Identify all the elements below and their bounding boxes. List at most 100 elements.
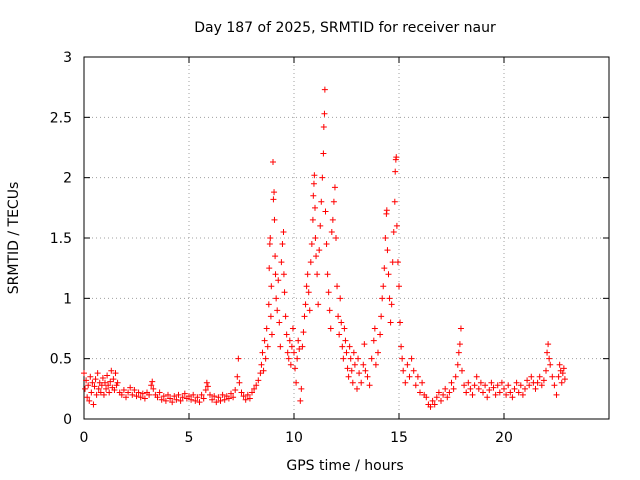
data-point: [273, 295, 280, 302]
data-point: [303, 283, 310, 290]
data-point: [84, 394, 91, 401]
data-point: [503, 391, 510, 398]
data-point: [280, 228, 287, 235]
data-point: [181, 390, 188, 397]
data-point: [118, 391, 125, 398]
y-tick-label: 0.5: [50, 352, 72, 368]
x-axis-label: GPS time / hours: [286, 458, 403, 474]
data-point: [375, 349, 381, 356]
data-point: [304, 271, 311, 278]
data-point: [306, 307, 313, 314]
data-point: [467, 385, 474, 392]
data-point: [528, 373, 535, 380]
data-point: [125, 389, 132, 396]
data-point: [325, 289, 332, 296]
data-point: [307, 259, 314, 266]
data-point: [320, 150, 327, 157]
data-point: [251, 385, 258, 392]
data-point: [188, 396, 195, 403]
data-points: [81, 86, 568, 410]
data-point: [488, 379, 495, 386]
data-point: [286, 337, 293, 344]
data-point: [98, 382, 105, 389]
data-point: [175, 391, 182, 398]
data-point: [419, 379, 426, 386]
data-point: [349, 379, 356, 386]
data-point: [93, 391, 100, 398]
data-point: [388, 301, 395, 308]
data-point: [148, 382, 155, 389]
data-point: [298, 385, 305, 392]
y-tick-label: 2.5: [50, 110, 72, 126]
data-point: [386, 295, 393, 302]
data-point: [329, 216, 336, 223]
data-point: [271, 216, 278, 223]
y-tick-label: 1.5: [50, 231, 72, 247]
data-point: [267, 313, 274, 320]
data-point: [95, 385, 102, 392]
data-point: [92, 376, 99, 383]
data-point: [339, 343, 346, 350]
data-point: [207, 391, 213, 398]
data-point: [108, 367, 115, 374]
data-point: [106, 389, 113, 396]
data-point: [275, 277, 282, 284]
data-point: [165, 391, 171, 398]
data-point: [480, 389, 486, 396]
data-point: [551, 382, 558, 389]
data-point: [343, 349, 350, 356]
data-point: [264, 343, 271, 350]
data-point: [350, 349, 357, 356]
data-point: [496, 389, 503, 396]
data-point: [186, 393, 192, 400]
data-point: [455, 349, 462, 356]
data-point: [517, 382, 524, 389]
data-point: [348, 367, 355, 374]
data-point: [190, 391, 197, 398]
data-point: [213, 399, 220, 406]
data-point: [146, 391, 153, 398]
data-point: [246, 395, 253, 402]
data-point: [452, 373, 459, 380]
data-point: [336, 331, 343, 338]
data-point: [511, 385, 518, 392]
data-point: [484, 394, 491, 401]
data-point: [194, 394, 201, 401]
data-point: [242, 396, 249, 403]
data-point: [276, 319, 283, 326]
data-point: [198, 391, 205, 398]
data-point: [87, 373, 94, 380]
data-point: [295, 337, 302, 344]
data-point: [107, 378, 114, 385]
data-point: [408, 355, 415, 362]
data-point: [272, 271, 279, 278]
x-tick-label: 20: [495, 430, 513, 446]
data-point: [289, 325, 296, 332]
data-point: [112, 370, 119, 377]
data-point: [274, 307, 281, 314]
data-point: [414, 373, 421, 380]
data-point: [268, 283, 275, 290]
data-point: [459, 367, 465, 374]
data-point: [354, 385, 360, 392]
data-point: [316, 247, 323, 254]
data-point: [429, 397, 436, 404]
data-point: [501, 385, 507, 392]
data-point: [319, 174, 326, 181]
data-point: [536, 373, 543, 380]
data-point: [311, 172, 318, 179]
data-point: [162, 397, 169, 404]
data-point: [331, 184, 338, 191]
data-point: [266, 265, 273, 272]
data-point: [446, 389, 453, 396]
data-point: [133, 393, 140, 400]
data-point: [380, 283, 387, 290]
data-point: [156, 389, 163, 396]
data-point: [104, 372, 111, 379]
data-point: [310, 192, 317, 199]
data-point: [271, 189, 278, 196]
data-point: [302, 301, 309, 308]
data-point: [249, 389, 255, 396]
data-point: [312, 235, 319, 241]
